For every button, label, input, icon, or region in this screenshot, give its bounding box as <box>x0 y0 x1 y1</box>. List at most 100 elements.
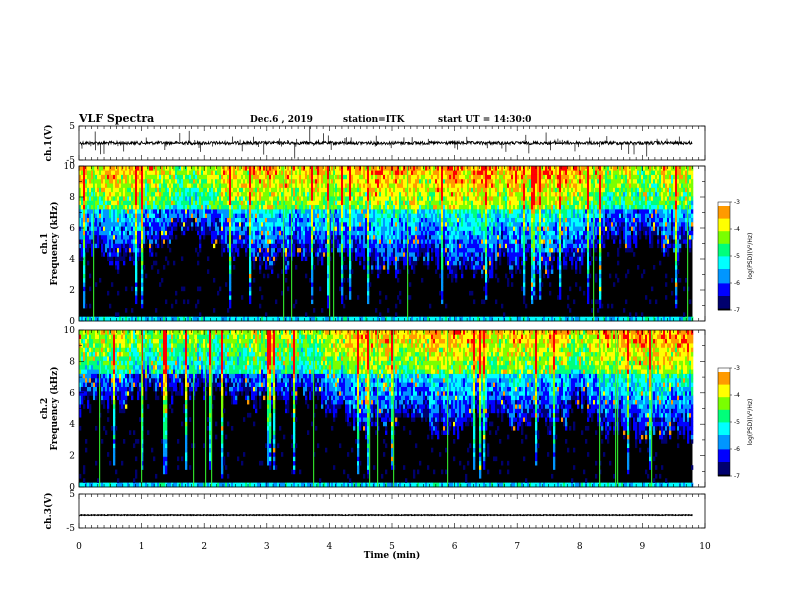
colorbar-segment <box>718 220 730 223</box>
waveform-sample <box>638 514 640 517</box>
colorbar-segment <box>718 272 730 275</box>
waveform-sample <box>255 514 257 517</box>
waveform-sample <box>312 514 313 517</box>
waveform-sample <box>130 514 132 517</box>
waveform-sample <box>292 514 294 517</box>
waveform-sample <box>123 514 125 517</box>
waveform-sample <box>546 514 548 517</box>
colorbar-segment <box>718 447 730 450</box>
waveform-sample <box>671 514 673 517</box>
colorbar-tick-label: -3 <box>734 199 740 206</box>
colorbar-segment <box>718 373 730 376</box>
colorbar-segment <box>718 402 730 405</box>
colorbar-segment <box>718 461 730 464</box>
colorbar-segment <box>718 459 730 462</box>
colorbar-segment <box>718 407 730 410</box>
colorbar-segment <box>718 238 730 241</box>
colorbar-segment <box>718 474 730 477</box>
waveform-sample <box>114 514 115 517</box>
colorbar-segment <box>718 243 730 246</box>
sferic-streak <box>93 166 95 321</box>
colorbar-segment <box>718 241 730 244</box>
waveform-sample <box>199 514 201 517</box>
waveform-sample <box>569 514 571 517</box>
colorbar-tick-label: -3 <box>734 365 740 372</box>
waveform-sample <box>302 514 304 517</box>
waveform-sample <box>523 514 525 517</box>
colorbar-segment <box>718 223 730 226</box>
waveform-sample <box>473 514 475 517</box>
waveform-sample <box>232 514 234 517</box>
colorbar-tick-label: -7 <box>734 473 740 480</box>
colorbar-segment <box>718 380 730 383</box>
waveform-sample <box>595 514 597 517</box>
waveform-sample <box>341 514 343 517</box>
waveform-sample <box>655 514 657 517</box>
waveform-sample <box>381 514 383 517</box>
waveform-sample <box>477 514 478 517</box>
waveform-sample <box>529 514 531 517</box>
colorbar-segment <box>718 443 730 446</box>
waveform-sample <box>173 514 175 517</box>
colorbar-segment <box>718 445 730 448</box>
colorbar-segment <box>718 414 730 417</box>
waveform-sample <box>216 514 218 517</box>
waveform-sample <box>642 514 643 517</box>
y-tick-label: 5 <box>69 122 75 132</box>
waveform-sample <box>331 514 333 517</box>
waveform-sample <box>668 514 670 517</box>
colorbar-segment <box>718 423 730 426</box>
waveform-sample <box>678 514 680 517</box>
colorbar-segment <box>718 429 730 432</box>
waveform-sample <box>651 514 653 517</box>
sferic-streak <box>329 166 331 321</box>
colorbar-segment <box>718 416 730 419</box>
y-tick-label: 5 <box>69 490 75 500</box>
colorbar-tick-label: -4 <box>734 226 740 233</box>
colorbar-segment <box>718 256 730 259</box>
sferic-streak <box>211 330 213 487</box>
waveform-sample <box>387 514 389 517</box>
colorbar-segment <box>718 465 730 468</box>
colorbar-segment <box>718 301 730 304</box>
waveform-sample <box>513 514 515 517</box>
colorbar-segment <box>718 234 730 237</box>
x-tick-label: 9 <box>640 542 646 552</box>
colorbar-segment <box>718 308 730 311</box>
waveform-sample <box>378 514 379 517</box>
colorbar-tick-label: -6 <box>734 446 740 453</box>
waveform-sample <box>533 514 535 517</box>
waveform-sample <box>189 514 191 517</box>
waveform-sample <box>424 514 426 517</box>
colorbar-segment <box>718 205 730 208</box>
colorbar-segment <box>718 432 730 435</box>
x-tick-label: 4 <box>327 542 333 552</box>
colorbar-tick-label: -5 <box>734 253 740 260</box>
waveform-sample <box>506 514 508 517</box>
colorbar-segment <box>718 302 730 305</box>
waveform-sample <box>440 514 442 517</box>
waveform-sample <box>275 514 277 517</box>
sferic-streak <box>283 166 285 321</box>
colorbar-tick-label: -7 <box>734 307 740 314</box>
waveform-sample <box>90 514 92 517</box>
waveform-sample <box>246 514 247 517</box>
sferic-streak <box>407 166 409 321</box>
waveform-sample <box>282 514 284 517</box>
waveform-sample <box>519 514 521 517</box>
waveform-sample <box>665 514 667 517</box>
waveform-sample <box>635 514 637 517</box>
ch3-waveform-panel: 5 -5 ch.3(V) <box>43 490 706 534</box>
colorbar-segment <box>718 268 730 271</box>
waveform-sample <box>434 514 436 517</box>
sferic-streak <box>615 330 617 487</box>
waveform-sample <box>374 514 376 517</box>
colorbar-segment <box>718 229 730 232</box>
waveform-sample <box>156 514 158 517</box>
waveform-sample <box>160 514 162 517</box>
waveform-sample <box>163 514 165 517</box>
colorbar-segment <box>718 398 730 401</box>
waveform-sample <box>552 514 554 517</box>
y-axis-label: ch.1(V) <box>43 125 54 162</box>
